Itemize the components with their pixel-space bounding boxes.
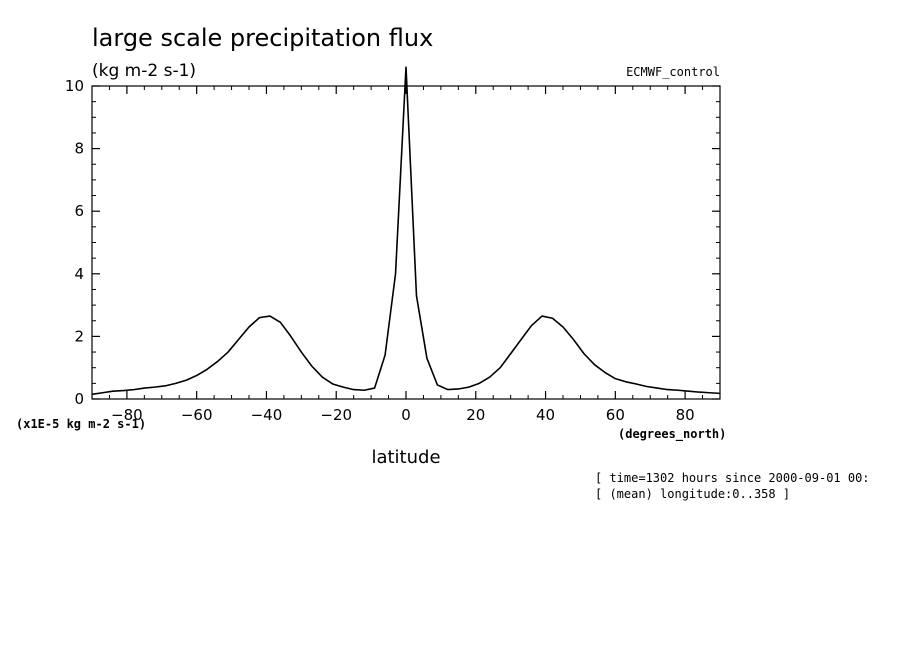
plot-frame (91, 85, 721, 400)
note-longitude: [ (mean) longitude:0..358 ] (595, 487, 790, 501)
y-tick-label: 8 (74, 140, 84, 158)
chart-units: (kg m-2 s-1) (92, 61, 196, 81)
y-tick-label: 0 (74, 390, 84, 408)
x-tick-label: −20 (320, 406, 352, 424)
x-axis-label: latitude (371, 447, 440, 468)
minor-ticks (91, 86, 721, 399)
chart-title: large scale precipitation flux (92, 24, 433, 52)
x-tick-label: 80 (676, 406, 695, 424)
y-tick-label: 6 (74, 202, 84, 220)
x-tick-label: −80 (111, 406, 143, 424)
y-tick-label: 4 (74, 265, 84, 283)
x-tick-label: 60 (606, 406, 625, 424)
x-tick-label: 0 (401, 406, 411, 424)
x-tick-label: −60 (181, 406, 213, 424)
y-tick-label: 10 (65, 77, 84, 95)
y-scale-label: (x1E-5 kg m-2 s-1) (16, 417, 146, 431)
x-tick-label: 20 (466, 406, 485, 424)
x-tick-label: 40 (536, 406, 555, 424)
note-time: [ time=1302 hours since 2000-09-01 00: (595, 471, 870, 485)
x-units-label: (degrees_north) (618, 427, 726, 442)
y-tick-label: 2 (74, 327, 84, 345)
y-ticks: 0 2 4 6 8 10 (65, 77, 720, 408)
x-tick-label: −40 (251, 406, 283, 424)
x-ticks: −80 −60 −40 −20 0 20 40 60 80 (111, 86, 695, 424)
dataset-label: ECMWF_control (626, 65, 720, 79)
series-line (91, 66, 721, 396)
